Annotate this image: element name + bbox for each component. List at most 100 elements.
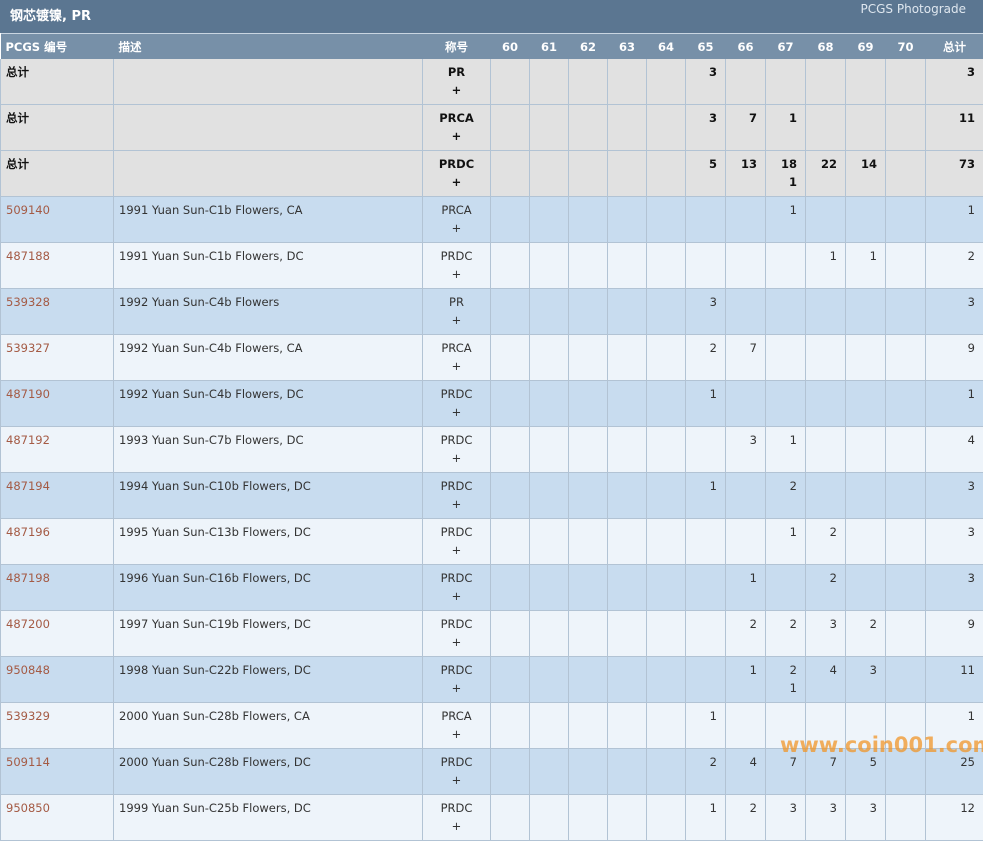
column-header: 65 <box>686 34 726 60</box>
designation-cell: PRDC+ <box>423 427 491 473</box>
grade-count <box>608 611 647 657</box>
plus-link[interactable]: + <box>423 449 490 467</box>
plus-link[interactable]: + <box>423 679 490 697</box>
pcgs-number[interactable]: 487190 <box>6 387 50 401</box>
plus-link[interactable]: + <box>423 495 490 513</box>
column-header: 68 <box>806 34 846 60</box>
column-header: 66 <box>726 34 766 60</box>
grade-count <box>569 381 608 427</box>
pcgs-number[interactable]: 487192 <box>6 433 50 447</box>
plus-link[interactable]: + <box>423 817 490 835</box>
grade-count <box>647 197 686 243</box>
grade-count <box>491 151 530 197</box>
plus-link[interactable]: + <box>423 633 490 651</box>
grade-count <box>846 105 886 151</box>
pcgs-number[interactable]: 487188 <box>6 249 50 263</box>
grade-count <box>766 335 806 381</box>
designation: PRCA <box>423 707 490 725</box>
grade-count <box>846 335 886 381</box>
grade-count <box>491 565 530 611</box>
grade-count <box>491 427 530 473</box>
designation-cell: PRCA+ <box>423 197 491 243</box>
plus-link[interactable]: + <box>423 265 490 283</box>
grade-count <box>530 59 569 105</box>
plus-link[interactable]: + <box>423 357 490 375</box>
grade-count <box>608 197 647 243</box>
grade-count <box>647 381 686 427</box>
plus-link[interactable]: + <box>423 173 490 191</box>
designation-cell: PR+ <box>423 289 491 335</box>
pcgs-cell: 487200 <box>1 611 114 657</box>
pcgs-cell: 487194 <box>1 473 114 519</box>
designation: PRDC <box>423 431 490 449</box>
total-label: 总计 <box>1 59 114 105</box>
plus-link[interactable]: + <box>423 541 490 559</box>
grade-count <box>569 519 608 565</box>
column-header: 描述 <box>114 34 423 60</box>
grade-count <box>530 565 569 611</box>
plus-link[interactable]: + <box>423 771 490 789</box>
grade-count: 1 <box>766 105 806 151</box>
grade-count <box>886 289 926 335</box>
grade-count: 1 <box>686 795 726 841</box>
designation-cell: PRCA+ <box>423 105 491 151</box>
designation-cell: PRDC+ <box>423 519 491 565</box>
grade-count: 3 <box>766 795 806 841</box>
grade-count: 7 <box>726 335 766 381</box>
designation: PRDC <box>423 155 490 173</box>
grade-count <box>608 795 647 841</box>
grade-count <box>569 289 608 335</box>
pcgs-number[interactable]: 487198 <box>6 571 50 585</box>
column-header: 70 <box>886 34 926 60</box>
grade-count: 3 <box>726 427 766 473</box>
pcgs-number[interactable]: 487196 <box>6 525 50 539</box>
pcgs-number[interactable]: 487194 <box>6 479 50 493</box>
grade-count <box>846 289 886 335</box>
grade-count <box>491 473 530 519</box>
plus-link[interactable]: + <box>423 127 490 145</box>
pcgs-number[interactable]: 950850 <box>6 801 50 815</box>
pcgs-cell: 487190 <box>1 381 114 427</box>
grade-count <box>491 795 530 841</box>
grade-count <box>886 519 926 565</box>
pcgs-number[interactable]: 487200 <box>6 617 50 631</box>
grade-count <box>491 519 530 565</box>
grade-count <box>766 565 806 611</box>
photograde-link[interactable]: PCGS Photograde <box>861 2 966 16</box>
grade-count <box>569 565 608 611</box>
grade-count <box>886 243 926 289</box>
grade-count <box>806 381 846 427</box>
grade-count <box>647 657 686 703</box>
pcgs-number[interactable]: 539328 <box>6 295 50 309</box>
grade-count <box>766 59 806 105</box>
designation-cell: PRDC+ <box>423 795 491 841</box>
grade-count <box>530 703 569 749</box>
plus-link[interactable]: + <box>423 219 490 237</box>
grade-count <box>530 427 569 473</box>
grade-count <box>766 289 806 335</box>
plus-link[interactable]: + <box>423 725 490 743</box>
plus-link[interactable]: + <box>423 587 490 605</box>
pcgs-number[interactable]: 950848 <box>6 663 50 677</box>
pcgs-number[interactable]: 539329 <box>6 709 50 723</box>
plus-link[interactable]: + <box>423 81 490 99</box>
plus-link[interactable]: + <box>423 311 490 329</box>
grade-count <box>491 105 530 151</box>
row-total: 3 <box>926 565 983 611</box>
column-header: PCGS 编号 <box>1 34 114 60</box>
pcgs-number[interactable]: 509140 <box>6 203 50 217</box>
grade-count: 3 <box>846 795 886 841</box>
description: 2000 Yuan Sun-C28b Flowers, DC <box>114 749 423 795</box>
grade-count: 1 <box>686 473 726 519</box>
grade-count <box>806 105 846 151</box>
grade-count <box>647 473 686 519</box>
plus-link[interactable]: + <box>423 403 490 421</box>
grade-count <box>647 795 686 841</box>
pcgs-number[interactable]: 539327 <box>6 341 50 355</box>
designation: PRCA <box>423 201 490 219</box>
grade-count <box>608 565 647 611</box>
pcgs-number[interactable]: 509114 <box>6 755 50 769</box>
